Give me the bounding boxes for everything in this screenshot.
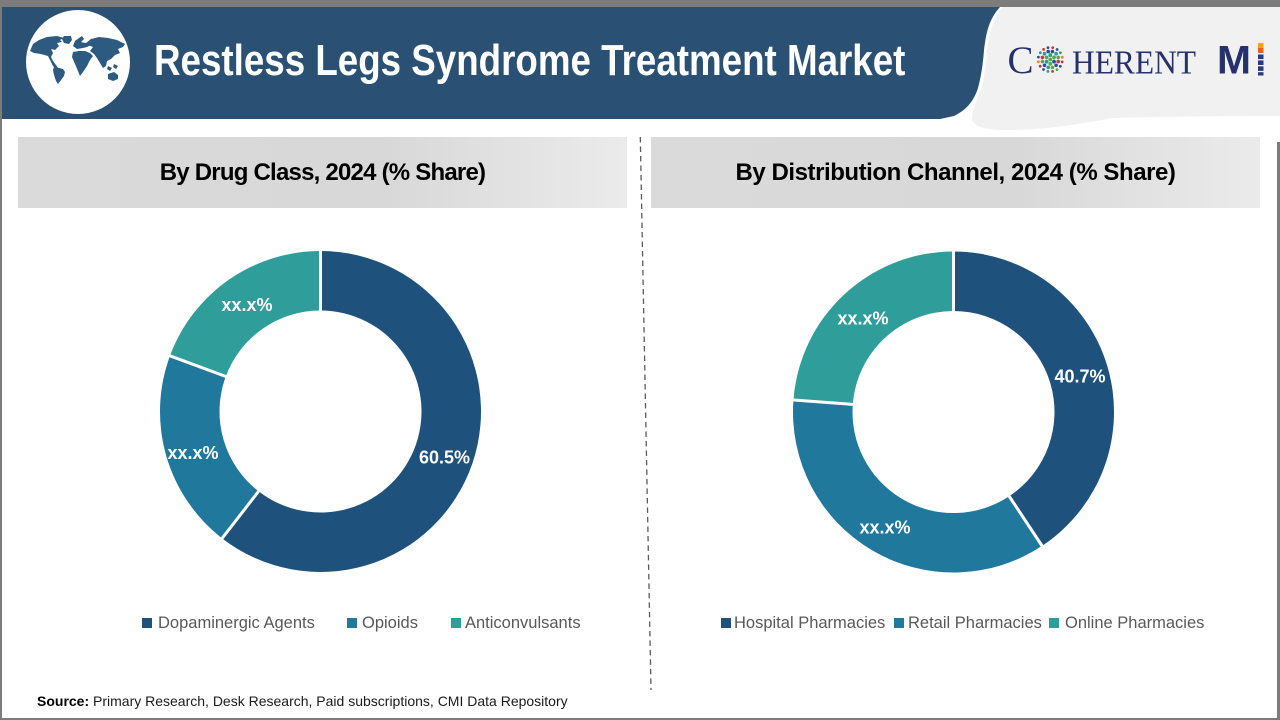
svg-text:xx.x%: xx.x% xyxy=(859,518,910,538)
svg-text:60.5%: 60.5% xyxy=(419,448,470,468)
svg-text:C: C xyxy=(1008,39,1034,82)
svg-text:xx.x%: xx.x% xyxy=(167,443,218,463)
svg-text:40.7%: 40.7% xyxy=(1054,367,1105,387)
svg-text:HERENT: HERENT xyxy=(1072,45,1196,82)
svg-text:M: M xyxy=(1217,38,1251,82)
svg-text:xx.x%: xx.x% xyxy=(837,309,888,329)
svg-text:xx.x%: xx.x% xyxy=(221,295,272,315)
